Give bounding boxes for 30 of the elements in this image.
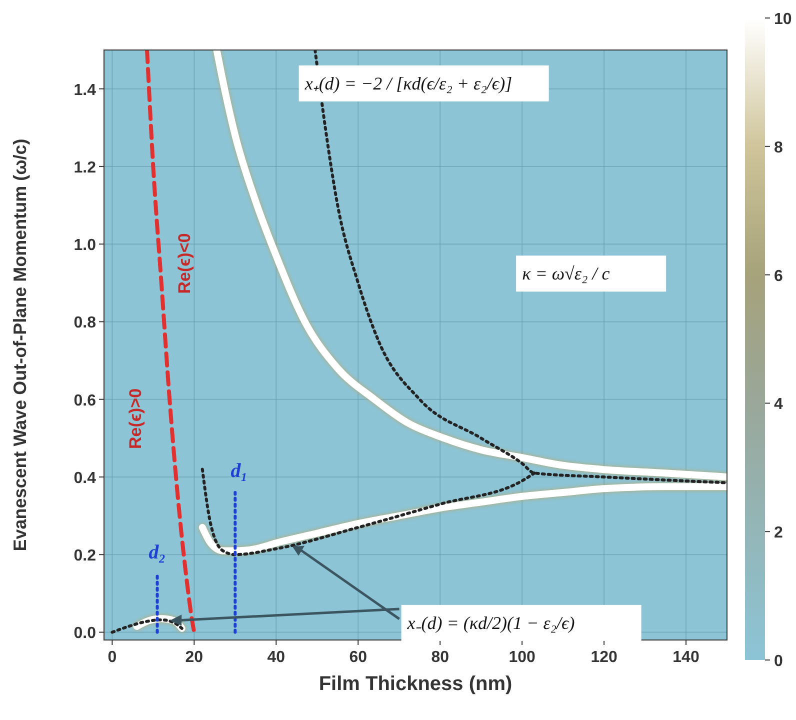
annotation: x₊(d) = −2 / [κd(ϵ/ε₂ + ε₂/ϵ)]: [304, 73, 512, 94]
color-bar-label: 6: [774, 268, 783, 285]
color-bar-label: 4: [774, 396, 783, 414]
color-bar-label: 2: [774, 524, 783, 542]
x-tick-label: 80: [431, 649, 450, 666]
annotation: κ = ω√ε₂ / c: [522, 264, 610, 284]
x-tick-label: 0: [108, 649, 117, 666]
x-tick-label: 100: [508, 649, 536, 666]
y-tick-label: 0.0: [74, 625, 96, 642]
x-tick-label: 120: [590, 649, 618, 666]
color-bar-label: 8: [774, 139, 783, 156]
y-tick-label: 0.8: [74, 314, 96, 332]
x-tick-label: 40: [267, 649, 286, 666]
y-tick-label: 0.4: [74, 470, 96, 487]
x-tick-label: 20: [185, 649, 204, 666]
x-axis-title: Film Thickness (nm): [318, 673, 512, 695]
y-tick-label: 0.6: [74, 392, 96, 410]
x-tick-label: 140: [672, 649, 700, 666]
y-axis-title: Evanescent Wave Out-of-Plane Momentum (ω/c): [10, 138, 30, 552]
annotation: d₁: [230, 460, 248, 482]
y-tick-label: 1.2: [74, 159, 96, 176]
annotation: d₂: [148, 541, 166, 564]
y-tick-label: 1.0: [74, 237, 96, 254]
annotation: Re(ϵ)>0: [126, 388, 145, 450]
x-tick-label: 60: [349, 649, 368, 666]
annotation: Re(ϵ)<0: [175, 233, 194, 294]
y-tick-label: 0.2: [74, 548, 96, 565]
y-tick-label: 1.4: [74, 82, 96, 99]
color-bar-label: 10: [774, 11, 792, 28]
annotation: x₋(d) = (κd/2)(1 − ε₂/ϵ): [406, 612, 575, 633]
